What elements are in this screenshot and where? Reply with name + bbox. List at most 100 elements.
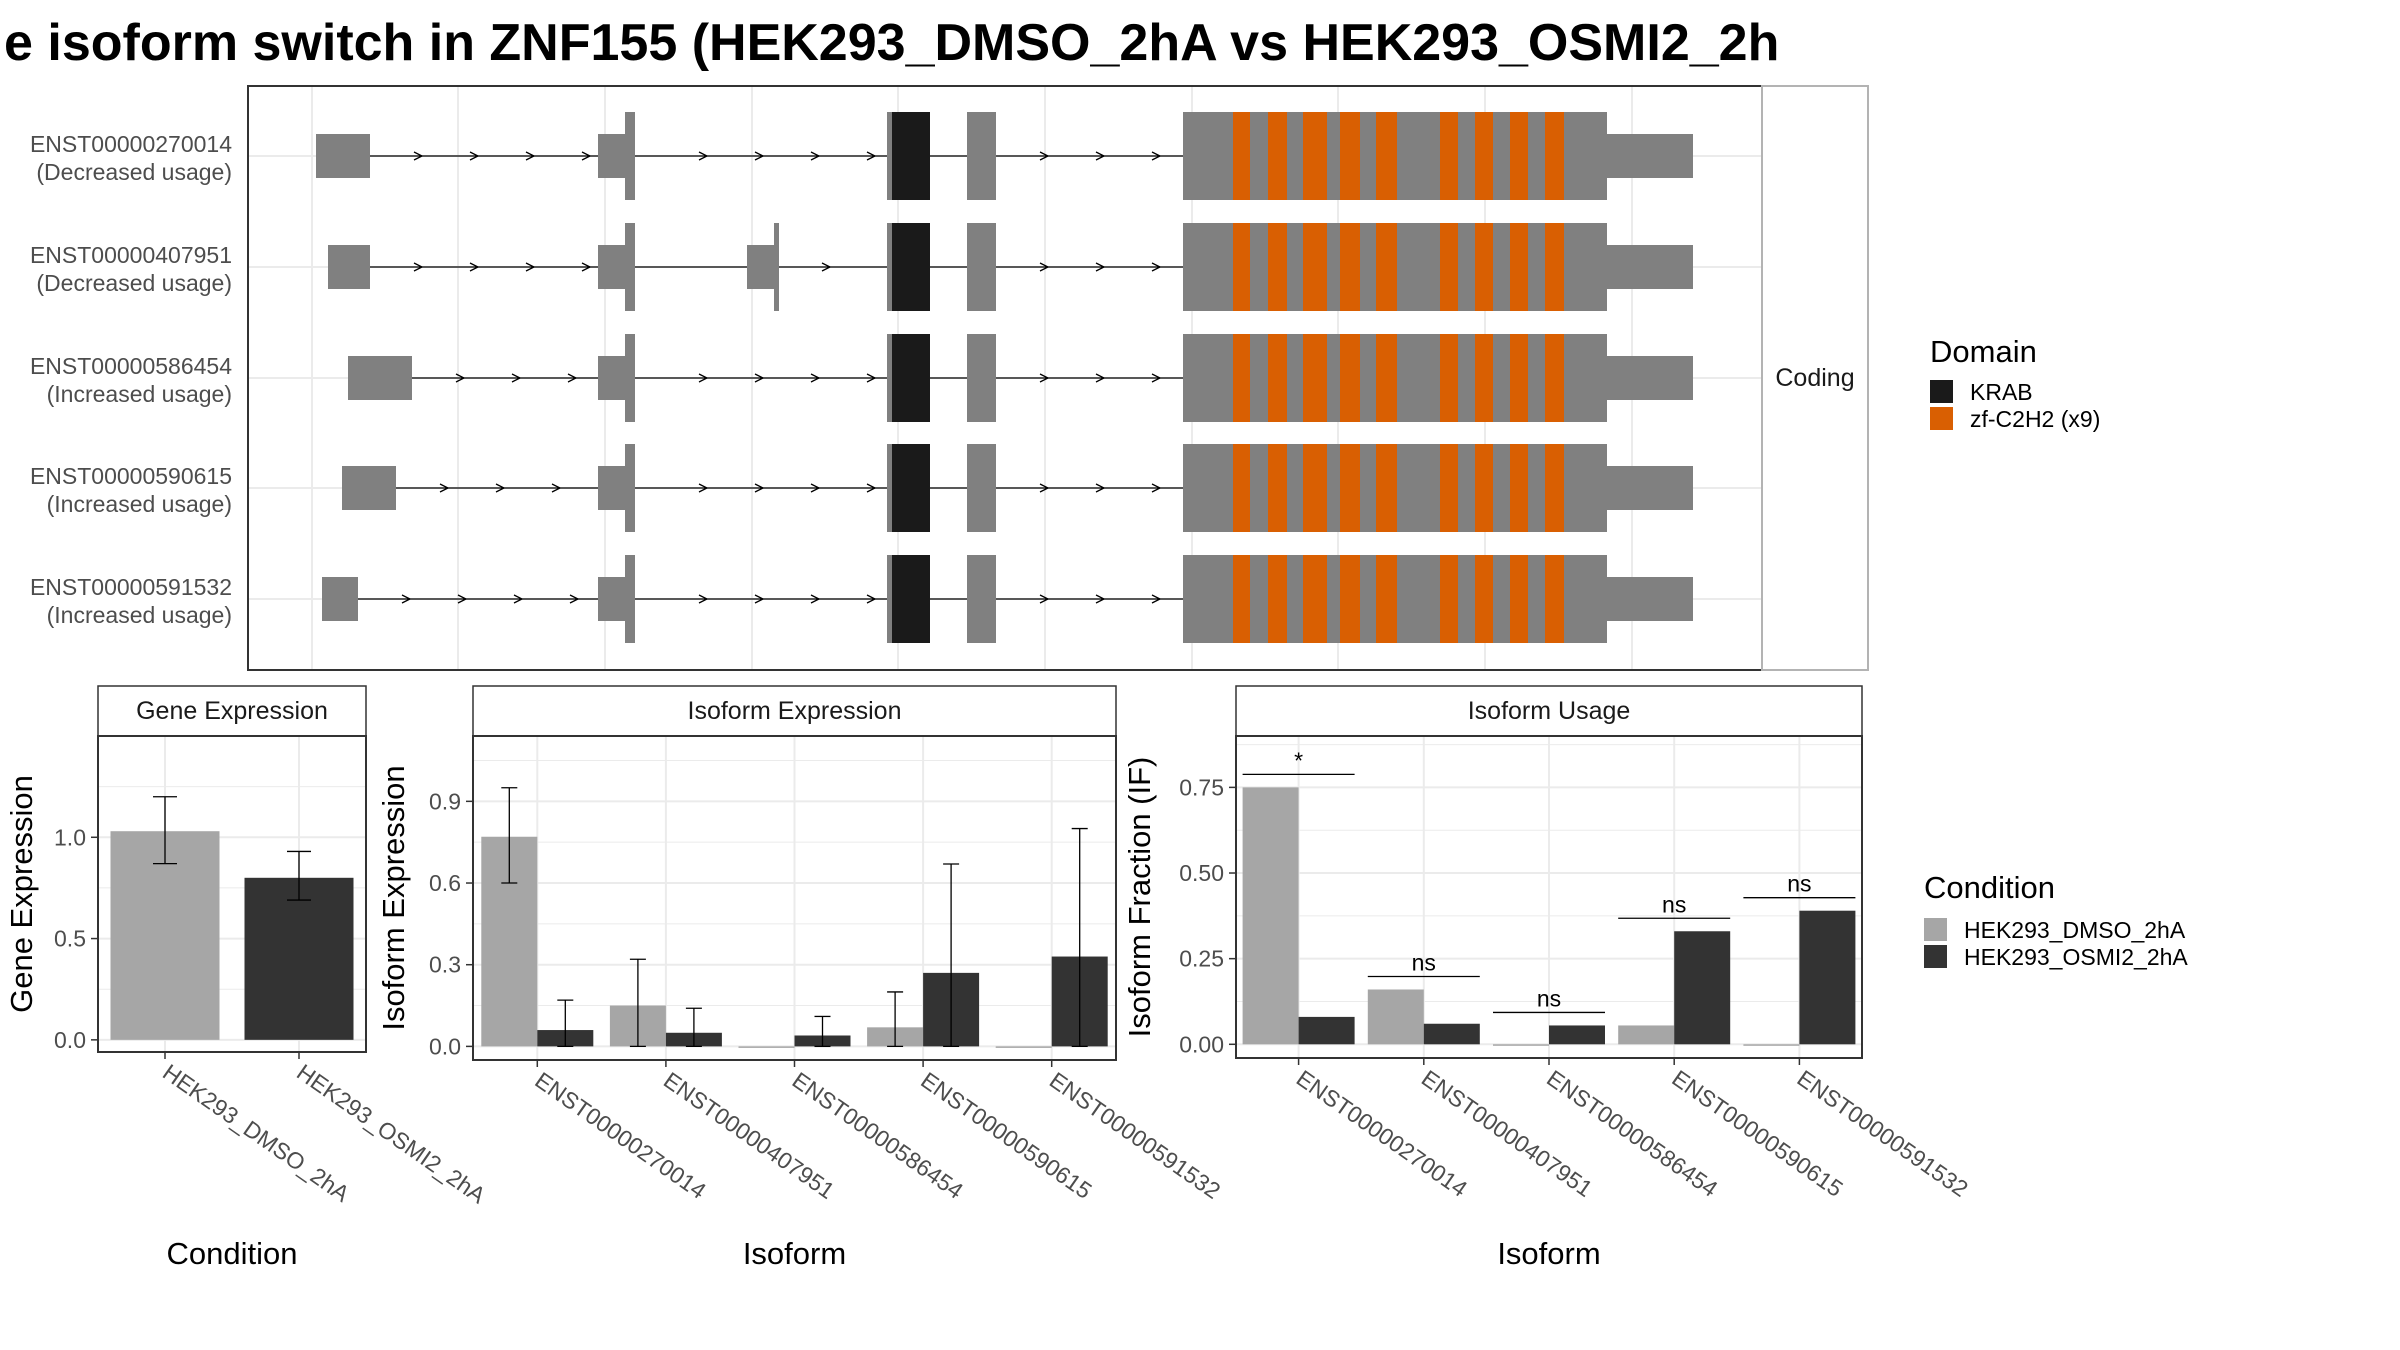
panel-strip-label: Isoform Usage — [1468, 697, 1631, 725]
intron-arrow — [525, 151, 536, 161]
intron-arrow — [866, 594, 877, 604]
exon-cds — [625, 223, 635, 311]
intron-arrow — [439, 483, 450, 493]
zf-c2h2-domain — [1510, 334, 1528, 422]
zf-c2h2-domain — [1340, 112, 1360, 200]
zf-c2h2-domain — [1545, 112, 1564, 200]
zf-c2h2-domain — [1340, 444, 1360, 532]
intron-arrow — [754, 594, 765, 604]
zf-c2h2-domain — [1545, 444, 1564, 532]
exon-cds — [887, 444, 893, 532]
zf-c2h2-domain — [1475, 555, 1493, 643]
x-axis-title: Condition — [167, 1236, 298, 1271]
x-axis-title: Isoform — [743, 1236, 846, 1271]
zf-c2h2-domain — [1545, 555, 1564, 643]
exon-cds — [967, 223, 996, 311]
exon-utr — [322, 577, 358, 621]
bar — [1367, 989, 1424, 1045]
panel-border — [97, 735, 367, 1053]
intron-arrow — [401, 594, 412, 604]
intron-arrow — [866, 151, 877, 161]
krab-domain — [892, 334, 930, 422]
exon-cds — [967, 112, 996, 200]
zf-c2h2-domain — [1440, 334, 1458, 422]
condition-legend-key — [1924, 945, 1947, 968]
intron-arrow — [569, 594, 580, 604]
significance-label: ns — [1412, 949, 1436, 975]
intron-arrow — [1151, 483, 1162, 493]
zf-c2h2-domain — [1340, 555, 1360, 643]
zf-c2h2-domain — [1268, 444, 1287, 532]
y-tick-label: 0.0 — [429, 1033, 461, 1059]
zf-c2h2-domain — [1340, 334, 1360, 422]
intron-arrow — [866, 483, 877, 493]
intron-arrow — [1095, 151, 1106, 161]
intron-arrow — [1095, 483, 1106, 493]
zf-c2h2-domain — [1340, 223, 1360, 311]
zf-c2h2-domain — [1233, 334, 1250, 422]
transcript-ENST00000591532 — [322, 555, 1693, 643]
transcript-usage-label: (Decreased usage) — [36, 159, 232, 185]
bar — [1549, 1025, 1605, 1045]
domain-legend-label: KRAB — [1970, 379, 2033, 405]
zf-c2h2-domain — [1376, 334, 1397, 422]
intron-arrow — [469, 151, 480, 161]
transcript-label: ENST00000270014 — [30, 131, 232, 157]
zf-c2h2-domain — [1376, 112, 1397, 200]
zf-c2h2-domain — [1233, 223, 1250, 311]
krab-domain — [892, 444, 930, 532]
bar — [110, 831, 220, 1040]
domain-legend-key — [1930, 407, 1953, 430]
zf-c2h2-domain — [1376, 444, 1397, 532]
transcript-ENST00000590615 — [342, 444, 1693, 532]
significance-label: ns — [1787, 871, 1811, 897]
intron-arrow — [567, 373, 578, 383]
exon-utr — [316, 134, 370, 178]
krab-domain — [892, 112, 930, 200]
intron-arrow — [810, 151, 821, 161]
intron-arrow — [495, 483, 506, 493]
exon-utr — [342, 466, 396, 510]
exon-utr — [328, 245, 370, 289]
exon-cds — [967, 444, 996, 532]
transcript-usage-label: (Decreased usage) — [36, 270, 232, 296]
intron-arrow — [1039, 151, 1050, 161]
condition-legend-label: HEK293_OSMI2_2hA — [1964, 944, 2188, 970]
intron-arrow — [413, 262, 424, 272]
bar — [1674, 931, 1731, 1045]
transcript-label: ENST00000591532 — [30, 574, 232, 600]
exon-utr — [1607, 356, 1693, 400]
y-axis-title: Gene Expression — [4, 775, 39, 1013]
intron-arrow — [1151, 262, 1162, 272]
exon-utr — [1607, 466, 1693, 510]
zf-c2h2-domain — [1440, 112, 1458, 200]
intron-arrow — [455, 373, 466, 383]
y-tick-label: 0.25 — [1179, 946, 1224, 972]
zf-c2h2-domain — [1268, 555, 1287, 643]
panel-strip — [1235, 685, 1863, 737]
exon-cds — [887, 334, 893, 422]
zf-c2h2-domain — [1475, 334, 1493, 422]
zf-c2h2-domain — [1475, 444, 1493, 532]
exon-utr — [1607, 245, 1693, 289]
intron-arrow — [866, 373, 877, 383]
exon-cds — [967, 555, 996, 643]
intron-arrow — [1039, 594, 1050, 604]
bar — [244, 877, 354, 1040]
transcript-ENST00000586454 — [348, 334, 1693, 422]
domain-legend-title: Domain — [1930, 334, 2037, 369]
bar — [1423, 1023, 1480, 1045]
significance-label: ns — [1662, 891, 1686, 917]
zf-c2h2-domain — [1475, 112, 1493, 200]
transcript-usage-label: (Increased usage) — [47, 491, 232, 517]
zf-c2h2-domain — [1268, 112, 1287, 200]
intron-arrow — [1095, 373, 1106, 383]
zf-c2h2-domain — [1303, 223, 1327, 311]
intron-arrow — [810, 594, 821, 604]
krab-domain — [892, 223, 930, 311]
zf-c2h2-domain — [1510, 223, 1528, 311]
intron-arrow — [413, 151, 424, 161]
intron-arrow — [581, 151, 592, 161]
intron-arrow — [698, 594, 709, 604]
